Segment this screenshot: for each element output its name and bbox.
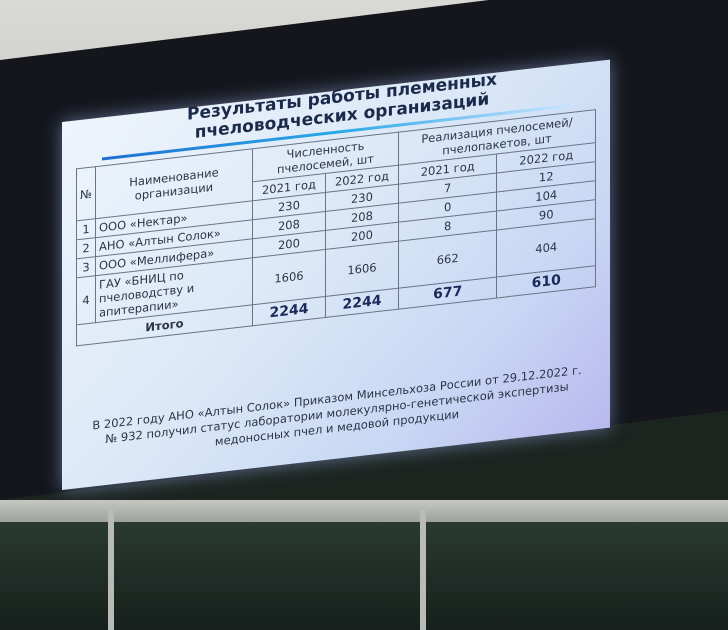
rail xyxy=(0,500,728,522)
cell-value: 1606 xyxy=(325,241,399,297)
presentation-slide: Результаты работы племенных пчеловодческ… xyxy=(62,59,610,490)
cell-value: 1606 xyxy=(252,249,326,305)
pole xyxy=(108,510,114,630)
lower-wall xyxy=(0,522,728,630)
cell-num: 1 xyxy=(76,218,96,240)
slide-note: В 2022 году АНО «Алтын Солок» Приказом М… xyxy=(92,362,582,449)
cell-num: 3 xyxy=(76,256,96,278)
pole xyxy=(420,510,426,630)
header-num: № xyxy=(76,166,96,221)
cell-num: 2 xyxy=(76,237,96,259)
cell-num: 4 xyxy=(76,275,96,325)
